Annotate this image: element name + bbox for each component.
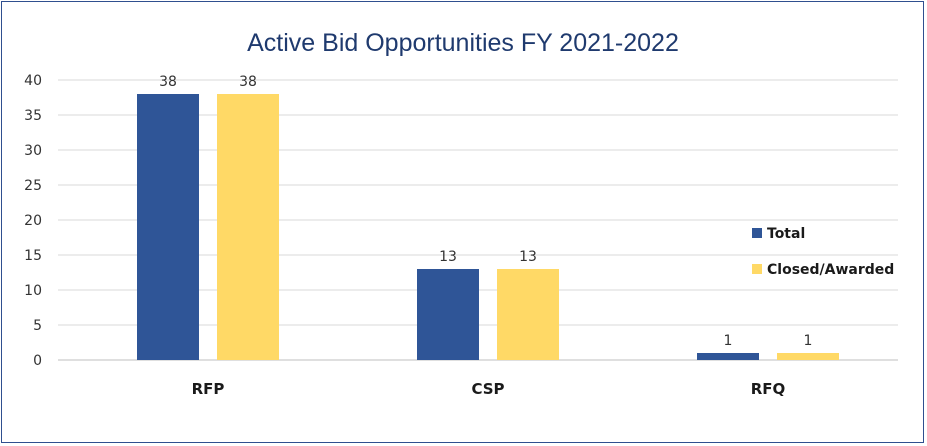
y-tick-label: 10: [24, 283, 42, 299]
y-tick-label: 30: [24, 143, 42, 159]
bar-csp-total: [417, 269, 479, 360]
bars: [137, 94, 839, 360]
chart-title: Active Bid Opportunities FY 2021-2022: [247, 29, 679, 57]
legend-label: Closed/Awarded: [767, 262, 894, 278]
data-label: 1: [724, 333, 733, 349]
legend-label: Total: [767, 226, 805, 242]
bar-rfq-total: [697, 353, 759, 360]
bar-rfq-closed-awarded: [777, 353, 839, 360]
data-label: 1: [804, 333, 813, 349]
legend-swatch-total: [752, 228, 762, 238]
y-tick-label: 35: [24, 108, 42, 124]
x-axis-categories: RFP CSP RFQ: [192, 380, 786, 398]
bar-rfp-total: [137, 94, 199, 360]
data-labels: 38 38 13 13 1 1: [159, 74, 812, 349]
legend: Total Closed/Awarded: [752, 226, 894, 278]
data-label: 38: [159, 74, 177, 90]
y-tick-label: 40: [24, 73, 42, 89]
y-tick-label: 25: [24, 178, 42, 194]
data-label: 38: [239, 74, 257, 90]
y-axis-ticks: 0 5 10 15 20 25 30 35 40: [24, 73, 42, 369]
y-tick-label: 5: [33, 318, 42, 334]
legend-swatch-closed-awarded: [752, 264, 762, 274]
category-label-rfq: RFQ: [751, 380, 786, 398]
y-tick-label: 0: [33, 353, 42, 369]
category-label-csp: CSP: [471, 380, 504, 398]
category-label-rfp: RFP: [192, 380, 225, 398]
bar-rfp-closed-awarded: [217, 94, 279, 360]
data-label: 13: [519, 249, 537, 265]
bar-csp-closed-awarded: [497, 269, 559, 360]
y-tick-label: 20: [24, 213, 42, 229]
data-label: 13: [439, 249, 457, 265]
y-tick-label: 15: [24, 248, 42, 264]
